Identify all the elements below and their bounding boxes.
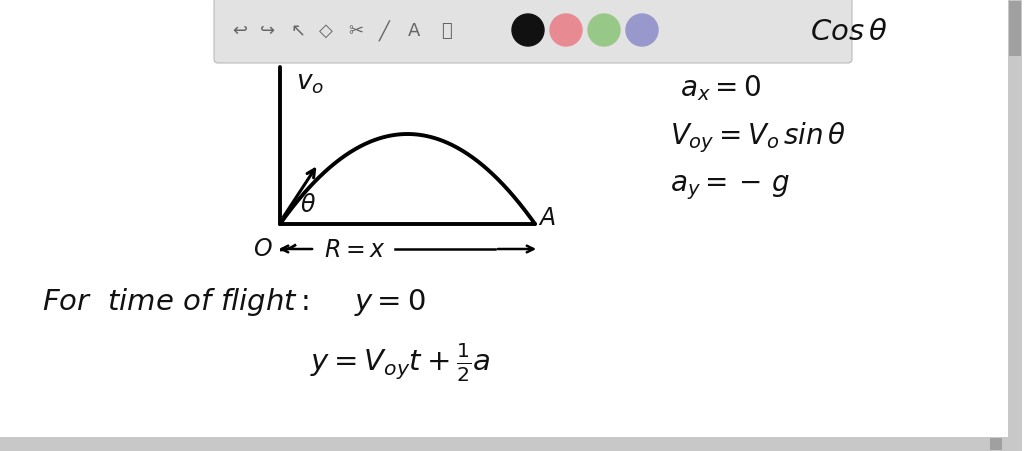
Circle shape: [512, 15, 544, 47]
Text: $\mathit{R = x}$: $\mathit{R = x}$: [325, 238, 386, 262]
Circle shape: [626, 15, 658, 47]
Circle shape: [550, 15, 582, 47]
Bar: [1009, 2, 1021, 57]
Bar: [1008, 0, 1022, 451]
Text: ↩: ↩: [232, 22, 248, 40]
Text: ↖: ↖: [291, 22, 305, 40]
Text: ◇: ◇: [319, 22, 333, 40]
Text: ↪: ↪: [260, 22, 275, 40]
Bar: [990, 438, 1002, 450]
Text: $\mathit{For\ \ time\ of\ flight:\ \ \ \ y=0}$: $\mathit{For\ \ time\ of\ flight:\ \ \ \…: [42, 285, 426, 318]
Text: $\mathit{a_x = 0}$: $\mathit{a_x = 0}$: [680, 73, 761, 103]
Text: $\mathit{O}$: $\mathit{O}$: [253, 236, 272, 260]
Text: ✂: ✂: [348, 22, 364, 40]
Text: $\mathit{Cos\,\theta}$: $\mathit{Cos\,\theta}$: [810, 18, 888, 46]
Circle shape: [588, 15, 620, 47]
Text: A: A: [408, 22, 420, 40]
Text: $\mathit{a_y = -\,g}$: $\mathit{a_y = -\,g}$: [670, 173, 791, 202]
Text: $\mathit{A}$: $\mathit{A}$: [538, 206, 556, 230]
Text: $\mathit{V_{oy} = V_o\,sin\,\theta}$: $\mathit{V_{oy} = V_o\,sin\,\theta}$: [670, 120, 846, 155]
FancyBboxPatch shape: [214, 0, 852, 64]
Bar: [0, 437, 1008, 451]
Text: ⬜: ⬜: [440, 22, 452, 40]
Text: $\mathit{\theta}$: $\mathit{\theta}$: [300, 193, 316, 216]
Text: $\mathit{v_o}$: $\mathit{v_o}$: [296, 70, 324, 96]
Text: ╱: ╱: [379, 20, 389, 41]
Text: $\mathit{y = V_{oy}t + \frac{1}{2}}\mathit{a}$: $\mathit{y = V_{oy}t + \frac{1}{2}}\math…: [310, 341, 490, 383]
